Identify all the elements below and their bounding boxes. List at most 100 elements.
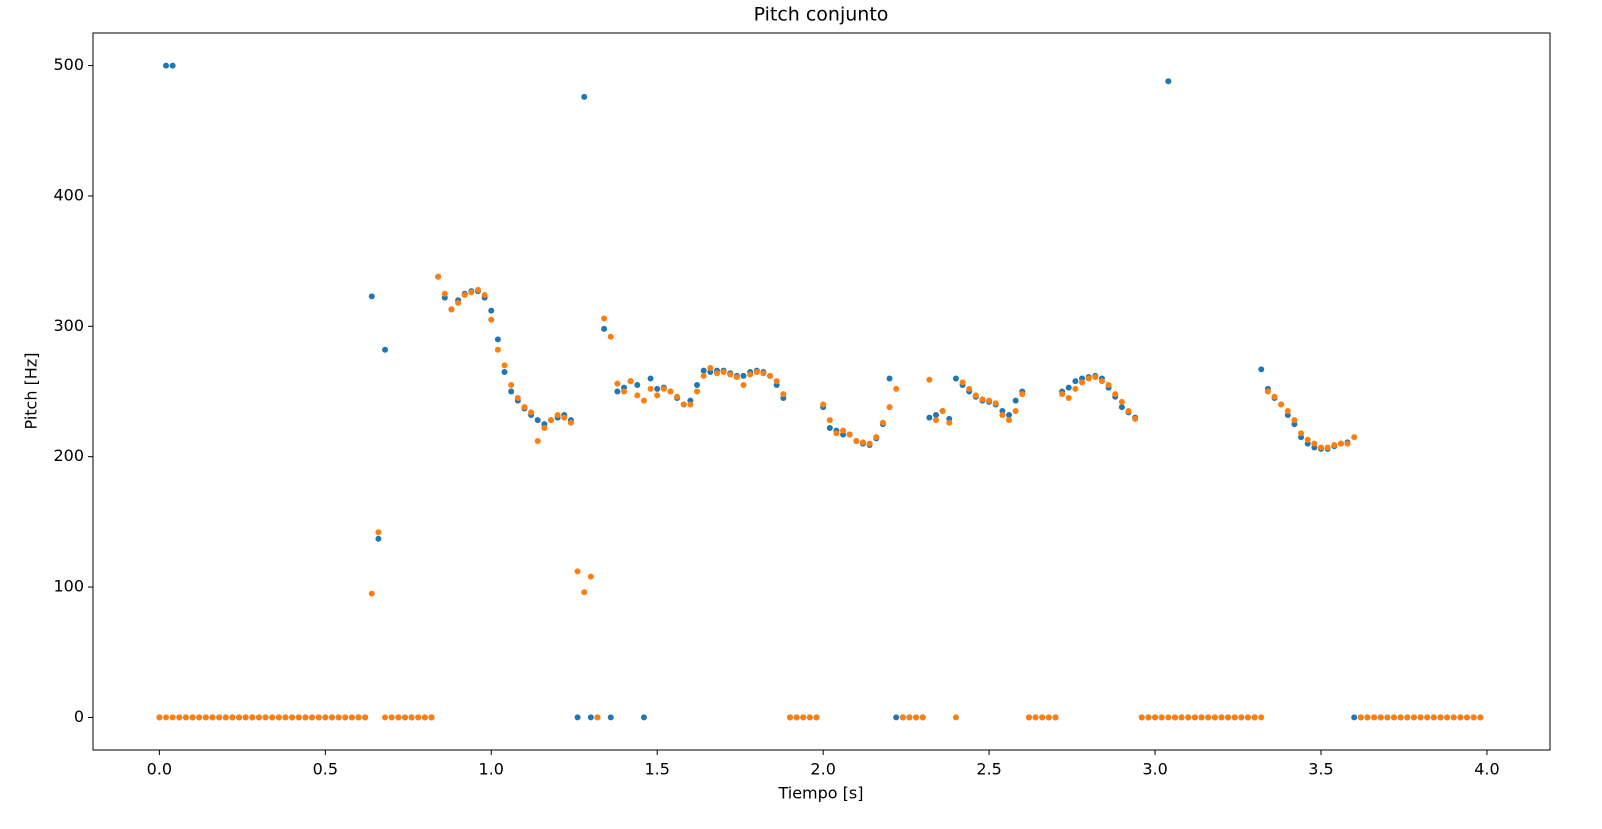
x-tick-label: 2.0 (810, 760, 835, 779)
point (926, 414, 933, 421)
point (1158, 714, 1165, 721)
point (1264, 388, 1271, 395)
point (202, 714, 209, 721)
x-tick-label: 1.5 (644, 760, 669, 779)
point (667, 388, 674, 395)
point (309, 714, 316, 721)
point (501, 362, 508, 369)
point (494, 336, 501, 343)
point (674, 393, 681, 400)
point (1417, 714, 1424, 721)
point (1025, 714, 1032, 721)
point (634, 381, 641, 388)
point (700, 367, 707, 374)
point (647, 385, 654, 392)
point (548, 417, 555, 424)
point (1331, 441, 1338, 448)
point (640, 714, 647, 721)
point (1171, 714, 1178, 721)
point (614, 380, 621, 387)
point (733, 374, 740, 381)
point (163, 62, 170, 69)
point (800, 714, 807, 721)
point (508, 381, 515, 388)
point (1118, 404, 1125, 411)
point (1118, 398, 1125, 405)
point (1457, 714, 1464, 721)
point (753, 368, 760, 375)
point (169, 62, 176, 69)
point (587, 573, 594, 580)
point (574, 568, 581, 575)
point (939, 408, 946, 415)
x-tick-label: 3.5 (1308, 760, 1333, 779)
point (382, 346, 389, 353)
point (1470, 714, 1477, 721)
point (448, 306, 455, 313)
x-axis-label: Tiempo [s] (777, 784, 863, 803)
point (222, 714, 229, 721)
point (1284, 408, 1291, 415)
point (1138, 714, 1145, 721)
point (481, 292, 488, 299)
point (1225, 714, 1232, 721)
point (1244, 714, 1251, 721)
chart-title: Pitch conjunto (754, 4, 889, 26)
point (660, 385, 667, 392)
point (813, 714, 820, 721)
point (348, 714, 355, 721)
point (959, 379, 966, 386)
point (408, 714, 415, 721)
point (236, 714, 243, 721)
point (488, 307, 495, 314)
point (1377, 714, 1384, 721)
point (1317, 444, 1324, 451)
point (1391, 714, 1398, 721)
point (421, 714, 428, 721)
point (873, 434, 880, 441)
point (196, 714, 203, 721)
point (687, 401, 694, 408)
point (1125, 408, 1132, 415)
point (594, 714, 601, 721)
point (694, 388, 701, 395)
point (966, 385, 973, 392)
point (621, 388, 628, 395)
point (375, 529, 382, 536)
point (846, 431, 853, 438)
point (820, 401, 827, 408)
point (249, 714, 256, 721)
point (395, 714, 402, 721)
y-tick-label: 500 (53, 55, 84, 74)
point (295, 714, 302, 721)
point (282, 714, 289, 721)
point (640, 397, 647, 404)
point (1337, 440, 1344, 447)
point (1351, 714, 1358, 721)
point (1085, 375, 1092, 382)
point (886, 404, 893, 411)
point (1152, 714, 1159, 721)
point (574, 714, 581, 721)
point (388, 714, 395, 721)
point (933, 417, 940, 424)
point (1178, 714, 1185, 721)
point (455, 299, 462, 306)
point (926, 376, 933, 383)
point (1072, 385, 1079, 392)
point (833, 430, 840, 437)
point (680, 401, 687, 408)
point (1072, 378, 1079, 385)
point (979, 396, 986, 403)
plot-frame (92, 32, 1551, 751)
point (368, 590, 375, 597)
point (581, 93, 588, 100)
point (1012, 408, 1019, 415)
point (1404, 714, 1411, 721)
point (899, 714, 906, 721)
point (1205, 714, 1212, 721)
point (607, 714, 614, 721)
point (255, 714, 262, 721)
point (355, 714, 362, 721)
